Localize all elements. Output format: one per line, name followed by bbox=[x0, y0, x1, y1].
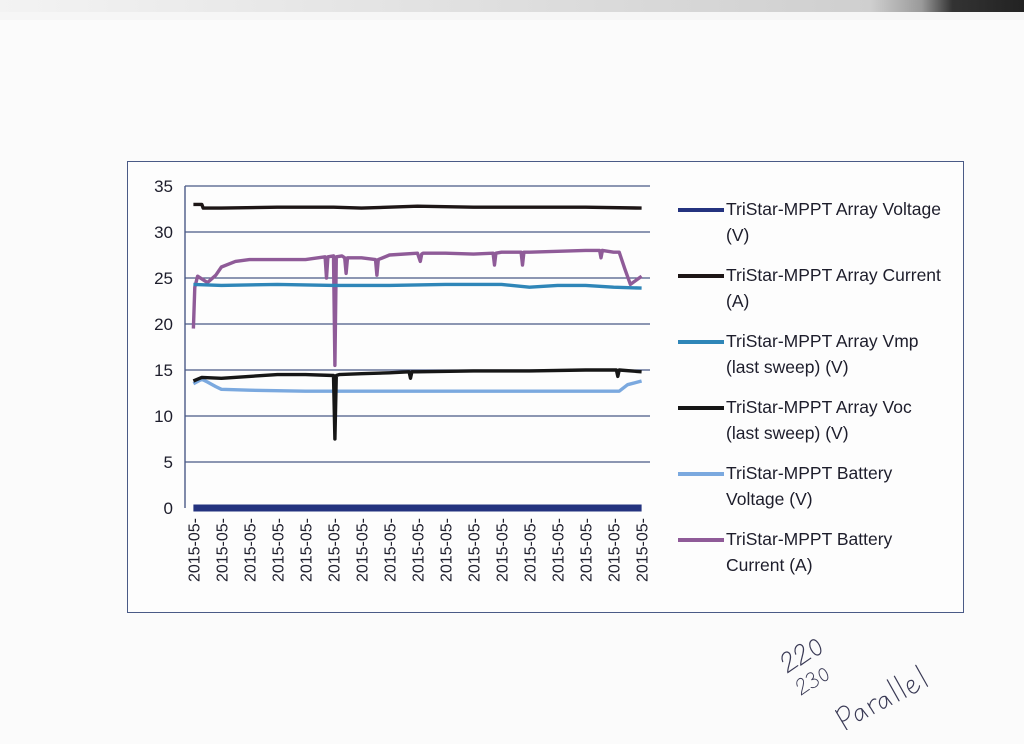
x-tick-label: 2015-05- bbox=[551, 518, 568, 582]
legend-label: TriStar-MPPT Battery Voltage (V) bbox=[726, 463, 893, 509]
x-tick-label: 2015-05- bbox=[495, 518, 512, 582]
x-tick-label: 2015-05- bbox=[439, 518, 456, 582]
x-tick-label: 2015-05- bbox=[579, 518, 596, 582]
legend-label: TriStar-MPPT Array Voltage (V) bbox=[726, 199, 941, 245]
legend-swatch bbox=[678, 472, 724, 476]
series-line bbox=[192, 368, 642, 441]
x-tick-label: 2015-05- bbox=[242, 518, 259, 582]
y-tick-labels: 0 5 10 15 20 25 30 35 bbox=[154, 177, 173, 518]
series-line bbox=[191, 248, 643, 368]
y-tick-label: 15 bbox=[154, 361, 173, 380]
x-tick-label: 2015-05- bbox=[523, 518, 540, 582]
legend-item: TriStar-MPPT Array Vmp (last sweep) (V) bbox=[678, 328, 948, 394]
series-line bbox=[193, 202, 642, 210]
x-tick-label: 2015-05- bbox=[298, 518, 315, 582]
legend-label: TriStar-MPPT Battery Current (A) bbox=[726, 529, 893, 575]
x-tick-label: 2015-05- bbox=[635, 518, 652, 582]
handwritten-annotation bbox=[781, 639, 929, 730]
handwritten-note bbox=[781, 639, 929, 730]
series-lines bbox=[191, 202, 643, 512]
legend-swatch bbox=[678, 406, 724, 410]
y-tick-label: 20 bbox=[154, 315, 173, 334]
scan-top-edge bbox=[0, 0, 1024, 12]
x-tick-label: 2015-05- bbox=[214, 518, 231, 582]
legend-swatch bbox=[678, 208, 724, 212]
legend-item: TriStar-MPPT Array Voc (last sweep) (V) bbox=[678, 394, 948, 460]
y-tick-label: 0 bbox=[164, 499, 173, 518]
x-tick-label: 2015-05- bbox=[326, 518, 343, 582]
series-line bbox=[192, 377, 643, 397]
legend-label: TriStar-MPPT Array Current (A) bbox=[726, 265, 941, 311]
y-tick-label: 30 bbox=[154, 223, 173, 242]
legend-item: TriStar-MPPT Battery Current (A) bbox=[678, 526, 948, 592]
legend: TriStar-MPPT Array Voltage (V) TriStar-MP… bbox=[678, 196, 948, 592]
x-tick-label: 2015-05- bbox=[467, 518, 484, 582]
y-tick-label: 35 bbox=[154, 177, 173, 196]
gridlines bbox=[185, 185, 650, 463]
x-tick-labels: 2015-05- 2015-05- 2015-05- 2015-05- 2015-05-… bbox=[186, 518, 651, 582]
legend-label: TriStar-MPPT Array Vmp (last sweep) (V) bbox=[726, 331, 919, 377]
legend-item: TriStar-MPPT Battery Voltage (V) bbox=[678, 460, 948, 526]
x-tick-label: 2015-05- bbox=[186, 518, 203, 582]
y-tick-label: 5 bbox=[164, 453, 173, 472]
series-line bbox=[193, 282, 642, 290]
legend-swatch bbox=[678, 274, 724, 278]
x-tick-label: 2015-05- bbox=[270, 518, 287, 582]
legend-item: TriStar-MPPT Array Voltage (V) bbox=[678, 196, 948, 262]
x-tick-label: 2015-05- bbox=[354, 518, 371, 582]
x-tick-label: 2015-05- bbox=[382, 518, 399, 582]
legend-label: TriStar-MPPT Array Voc (last sweep) (V) bbox=[726, 397, 912, 443]
y-tick-label: 25 bbox=[154, 269, 173, 288]
legend-item: TriStar-MPPT Array Current (A) bbox=[678, 262, 948, 328]
y-tick-label: 10 bbox=[154, 407, 173, 426]
scan-top-margin bbox=[0, 12, 1024, 20]
x-tick-label: 2015-05- bbox=[607, 518, 624, 582]
legend-swatch bbox=[678, 538, 724, 542]
legend-swatch bbox=[678, 340, 724, 344]
chart-frame: 0 5 10 15 20 25 30 35 2015-05- 2015-05- 2015-05- 2… bbox=[127, 161, 964, 613]
x-tick-label: 2015-05- bbox=[411, 518, 428, 582]
